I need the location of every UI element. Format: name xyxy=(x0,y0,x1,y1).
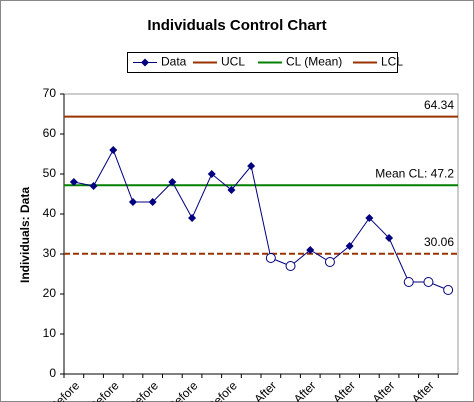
data-point xyxy=(345,242,354,250)
y-tick-label: 10 xyxy=(43,326,57,340)
data-point xyxy=(365,214,374,222)
chart-title: Individuals Control Chart xyxy=(147,17,326,34)
legend-label: LCL xyxy=(381,55,403,69)
limit-label: 64.34 xyxy=(424,98,454,112)
data-point xyxy=(109,146,118,154)
data-point xyxy=(128,198,137,206)
data-point-flagged xyxy=(265,253,276,263)
legend-label: Data xyxy=(161,55,187,69)
y-tick-label: 70 xyxy=(43,86,57,100)
data-point-flagged xyxy=(324,257,335,267)
legend-marker xyxy=(141,58,149,67)
limit-label: 30.06 xyxy=(424,235,454,249)
data-point xyxy=(188,214,197,222)
limit-label: Mean CL: 47.2 xyxy=(375,166,454,180)
data-point-flagged xyxy=(443,285,454,295)
data-point xyxy=(69,178,78,186)
data-point-flagged xyxy=(423,277,434,287)
data-point xyxy=(385,234,394,242)
data-point xyxy=(148,198,157,206)
y-tick-label: 0 xyxy=(49,366,56,380)
data-point xyxy=(227,186,236,194)
y-tick-label: 20 xyxy=(43,286,57,300)
data-point xyxy=(306,246,315,254)
data-point-flagged xyxy=(285,261,296,271)
y-tick-label: 40 xyxy=(43,206,57,220)
data-point xyxy=(247,162,256,170)
data-point xyxy=(89,182,98,190)
legend-label: CL (Mean) xyxy=(286,55,342,69)
y-axis-title: Individuals: Data xyxy=(18,187,32,283)
y-tick-label: 50 xyxy=(43,166,57,180)
data-point xyxy=(168,178,177,186)
data-point-flagged xyxy=(403,277,414,287)
data-point xyxy=(207,170,216,178)
y-tick-label: 60 xyxy=(43,126,57,140)
y-tick-label: 30 xyxy=(43,246,57,260)
legend-label: UCL xyxy=(221,55,245,69)
